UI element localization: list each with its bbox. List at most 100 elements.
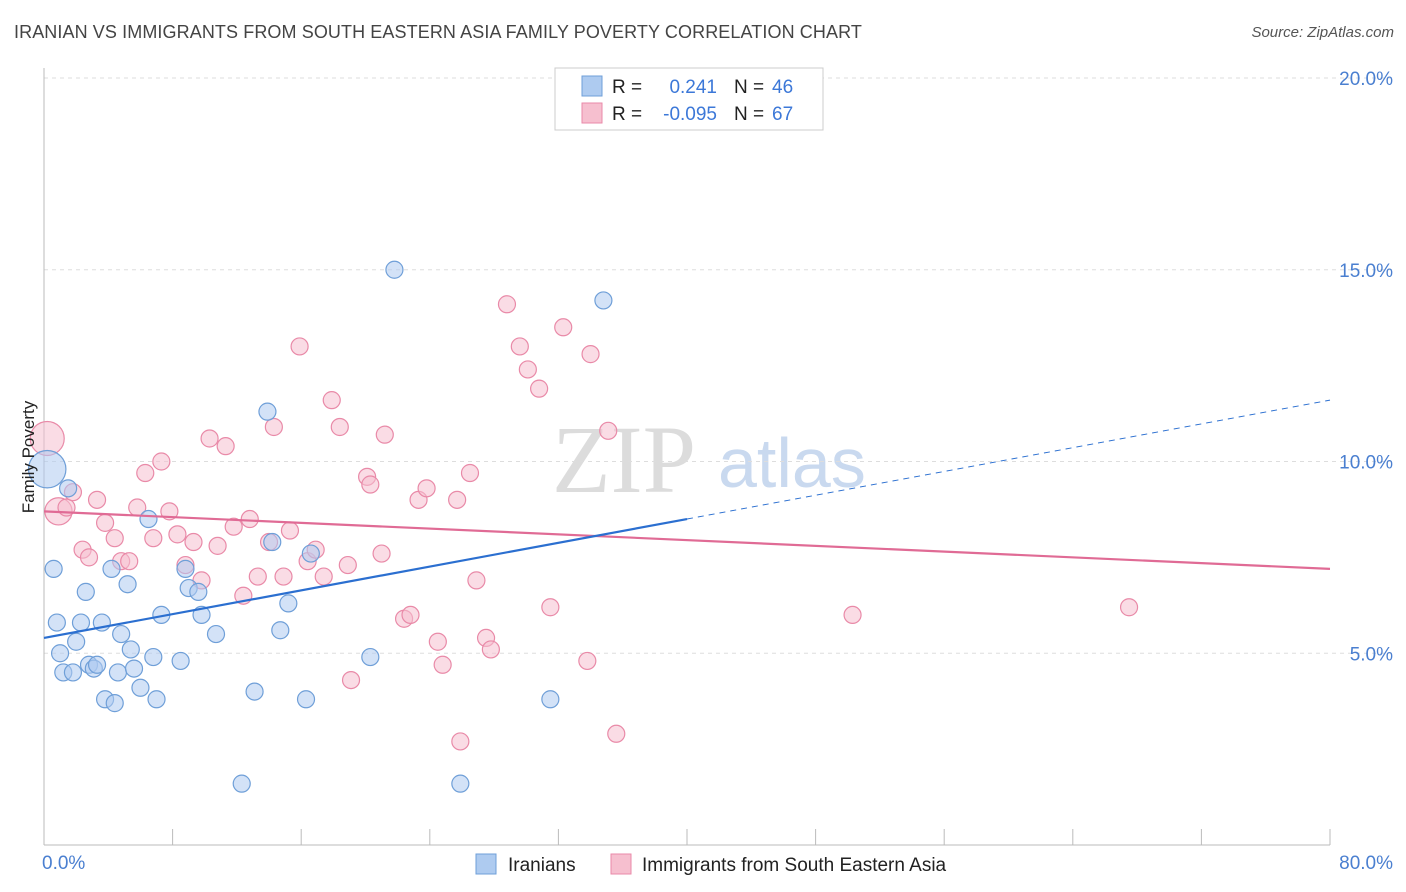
data-point bbox=[541, 598, 560, 617]
legend-n-value: 67 bbox=[772, 104, 793, 125]
data-point bbox=[258, 402, 277, 421]
trend-line-blue-extension bbox=[686, 399, 1331, 520]
data-point bbox=[87, 655, 107, 674]
data-point bbox=[599, 421, 618, 440]
legend-r-label: R = bbox=[612, 104, 642, 125]
y-tick-label: 5.0% bbox=[1350, 644, 1393, 665]
chart-title: IRANIAN VS IMMIGRANTS FROM SOUTH EASTERN… bbox=[14, 22, 862, 42]
data-point bbox=[271, 621, 290, 640]
data-point bbox=[47, 613, 66, 632]
data-point bbox=[264, 417, 283, 437]
data-point bbox=[510, 337, 529, 356]
data-point bbox=[200, 429, 219, 448]
bottom-legend-swatch-pink bbox=[610, 853, 632, 875]
data-point bbox=[338, 555, 357, 575]
bottom-legend-swatch-blue bbox=[475, 853, 497, 875]
watermark-zip: ZIP bbox=[552, 406, 696, 513]
data-point bbox=[460, 463, 480, 483]
data-point bbox=[176, 559, 195, 578]
data-point bbox=[274, 567, 293, 586]
data-point bbox=[481, 640, 500, 659]
legend-r-value: 0.241 bbox=[669, 77, 717, 98]
data-point bbox=[184, 532, 203, 552]
data-point bbox=[102, 559, 121, 578]
data-point bbox=[59, 479, 78, 498]
data-point bbox=[208, 536, 227, 555]
data-point bbox=[263, 532, 282, 552]
data-point bbox=[136, 463, 155, 483]
data-point bbox=[448, 490, 467, 509]
data-point bbox=[594, 291, 613, 310]
bottom-legend-label: Iranians bbox=[508, 855, 576, 876]
data-point bbox=[44, 559, 63, 578]
data-point bbox=[147, 690, 166, 709]
data-point bbox=[232, 774, 251, 793]
data-point bbox=[417, 479, 436, 498]
x-tick-max: 80.0% bbox=[1339, 853, 1393, 874]
data-point bbox=[301, 544, 320, 563]
data-point bbox=[105, 694, 124, 713]
x-tick-min: 0.0% bbox=[42, 853, 85, 874]
legend-r-label: R = bbox=[612, 77, 642, 98]
data-point bbox=[279, 594, 298, 613]
data-point bbox=[240, 509, 259, 529]
data-point bbox=[105, 529, 124, 548]
data-point bbox=[322, 391, 341, 410]
legend-n-label: N = bbox=[734, 77, 764, 98]
bottom-legend-label: Immigrants from South Eastern Asia bbox=[642, 855, 947, 876]
y-tick-label: 15.0% bbox=[1339, 261, 1393, 282]
data-point bbox=[330, 417, 349, 437]
data-point bbox=[189, 582, 208, 601]
data-point bbox=[152, 452, 171, 471]
data-point bbox=[124, 659, 144, 678]
data-point bbox=[144, 647, 163, 667]
data-point bbox=[341, 670, 361, 690]
data-point bbox=[554, 318, 573, 337]
y-axis-title: Family Poverty bbox=[19, 400, 38, 513]
data-point bbox=[375, 425, 394, 444]
data-point bbox=[76, 582, 95, 601]
data-point bbox=[497, 295, 517, 314]
data-point bbox=[451, 732, 470, 751]
data-point bbox=[216, 437, 235, 456]
stats-legend: R = 0.241 N = 46 R = -0.095 N = 67 bbox=[554, 67, 824, 131]
legend-r-value: -0.095 bbox=[663, 104, 717, 125]
data-point bbox=[171, 651, 190, 671]
data-point bbox=[63, 663, 83, 682]
data-point bbox=[206, 624, 226, 644]
data-point bbox=[27, 449, 67, 489]
source-credit: Source: ZipAtlas.com bbox=[1251, 24, 1394, 41]
data-point bbox=[581, 345, 600, 364]
data-point bbox=[428, 632, 447, 651]
data-point bbox=[95, 513, 115, 532]
data-point bbox=[578, 651, 597, 671]
data-point bbox=[245, 682, 264, 701]
data-point bbox=[71, 613, 91, 632]
data-point bbox=[112, 624, 131, 644]
series-legend: Iranians Immigrants from South Eastern A… bbox=[475, 853, 947, 876]
data-point bbox=[118, 575, 137, 594]
legend-n-label: N = bbox=[734, 104, 764, 125]
data-point bbox=[541, 690, 560, 709]
data-point bbox=[120, 552, 139, 571]
gridlines: 5.0% 10.0% 15.0% 20.0% bbox=[44, 69, 1393, 665]
data-point bbox=[280, 521, 300, 540]
pink-points bbox=[29, 295, 1139, 751]
data-point bbox=[87, 490, 107, 509]
legend-swatch-blue bbox=[581, 75, 603, 97]
watermark: ZIP atlas bbox=[552, 406, 866, 513]
data-point bbox=[467, 571, 486, 590]
trend-line-pink bbox=[43, 510, 1331, 570]
data-point bbox=[361, 647, 380, 667]
watermark-atlas: atlas bbox=[718, 424, 866, 502]
data-point bbox=[144, 529, 163, 548]
data-point bbox=[451, 774, 470, 793]
data-point bbox=[385, 260, 404, 279]
data-point bbox=[50, 644, 70, 663]
data-point bbox=[1119, 598, 1139, 617]
data-point bbox=[518, 360, 537, 379]
data-point bbox=[607, 724, 626, 743]
data-point bbox=[530, 379, 549, 398]
data-point bbox=[79, 548, 99, 567]
